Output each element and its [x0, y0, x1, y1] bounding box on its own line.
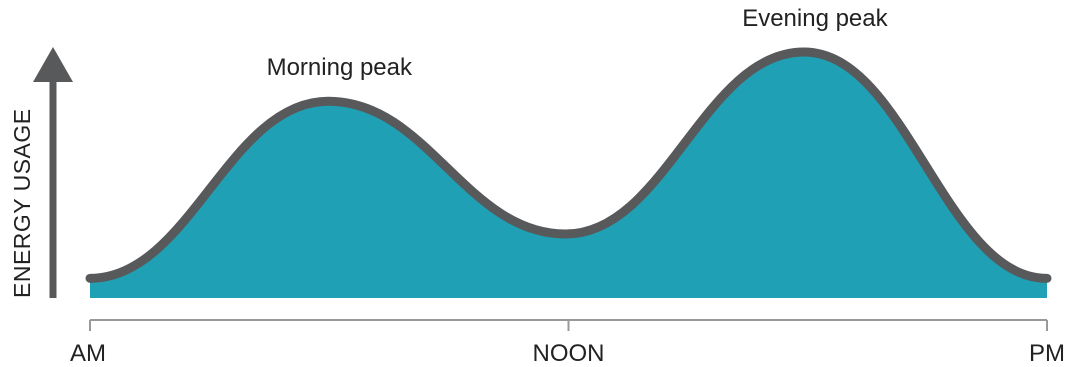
peak-annotation-1: Morning peak [267, 54, 413, 81]
energy-usage-line [85, 47, 1052, 283]
x-tick-label-pm: PM [1029, 340, 1065, 367]
x-tick-label-am: AM [70, 340, 106, 367]
energy-area-fill [90, 52, 1047, 298]
y-axis-label: ENERGY USAGE [9, 108, 35, 298]
plot-area [85, 47, 1052, 298]
x-tick-label-noon: NOON [533, 340, 605, 367]
peak-annotation-2: Evening peak [742, 5, 888, 32]
y-axis-arrowhead [33, 47, 73, 82]
